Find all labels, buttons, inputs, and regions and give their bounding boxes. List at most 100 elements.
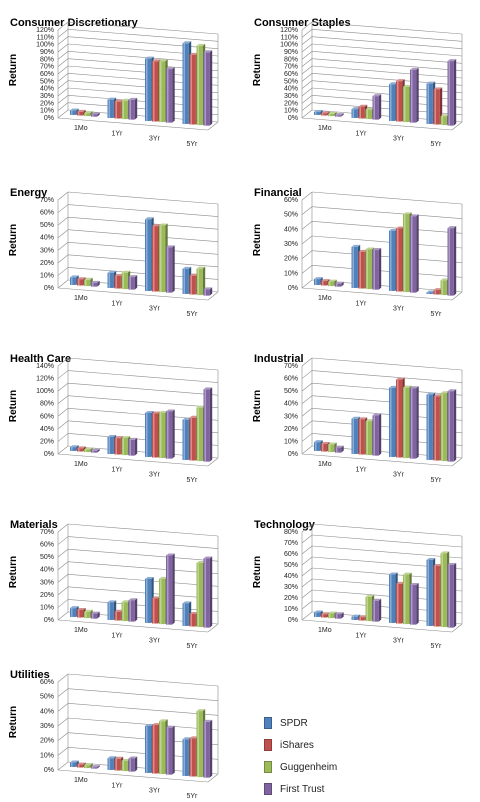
bar-highlight <box>190 613 192 627</box>
bar-spdr-3yr <box>145 219 152 291</box>
gridline <box>67 241 219 255</box>
bar-highlight <box>122 760 124 772</box>
bar-top <box>396 581 405 584</box>
gridline <box>311 191 463 205</box>
y-tick-label: 0% <box>44 285 54 292</box>
gridline-side <box>301 87 313 97</box>
chart-title: Health Care <box>10 353 71 365</box>
x-tick-label: 1Yr <box>356 632 368 639</box>
y-tick-label: 10% <box>40 272 54 279</box>
gridline-side <box>301 36 313 45</box>
bar-guggenheim-1yr <box>365 109 372 120</box>
gridline-side <box>301 357 313 367</box>
bar-top <box>403 84 412 87</box>
y-tick-label: 20% <box>40 100 54 107</box>
bar-top <box>389 82 398 85</box>
bar-top <box>440 278 450 281</box>
y-tick-label: 50% <box>284 562 298 569</box>
x-tick-label: 3Yr <box>149 472 161 479</box>
bar-top <box>128 275 138 278</box>
bar-highlight <box>411 585 413 625</box>
bar-spdr-1yr <box>107 272 114 288</box>
bar-first-trust-1mo <box>91 767 98 769</box>
y-tick-label: 30% <box>284 584 298 591</box>
bar-highlight <box>434 566 436 627</box>
gridline-side <box>301 206 313 215</box>
x-tick-label: 5Yr <box>187 793 199 800</box>
gridline-side <box>57 191 69 201</box>
bar-top <box>328 111 337 114</box>
legend-swatch-spdr <box>264 717 272 729</box>
bar-highlight <box>190 54 192 125</box>
bar-spdr-1yr <box>107 602 114 620</box>
y-tick-label: 0% <box>44 617 54 624</box>
bar-top <box>107 97 117 100</box>
bar-highlight <box>167 411 169 459</box>
gridline <box>311 357 463 371</box>
bar-side <box>378 94 382 120</box>
y-tick-label: 80% <box>40 401 54 408</box>
gridline-side <box>301 221 313 230</box>
bar-highlight <box>204 721 206 778</box>
gridline-side <box>301 445 313 455</box>
bar-side <box>134 598 138 622</box>
gridline <box>67 216 219 230</box>
bar-highlight <box>129 758 131 772</box>
gridline <box>67 548 219 562</box>
bar-ishares-1yr <box>114 275 121 289</box>
bar-top <box>203 50 213 53</box>
gridline <box>67 382 219 396</box>
bar-ishares-5yr <box>189 54 196 125</box>
y-tick-label: 20% <box>284 595 298 602</box>
bar-top <box>396 226 405 229</box>
bar-ishares-5yr <box>189 417 196 461</box>
gridline <box>67 573 219 587</box>
bar-top <box>203 719 213 722</box>
gridline-side <box>57 673 69 683</box>
y-tick-label: 50% <box>284 212 298 219</box>
bar-top <box>189 273 199 276</box>
bar-highlight <box>315 442 317 451</box>
bar-first-trust-1mo <box>335 283 342 287</box>
x-tick-label: 1Mo <box>74 295 88 302</box>
bar-spdr-5yr <box>182 739 189 776</box>
floor-edge-right <box>451 457 463 467</box>
bar-first-trust-1mo <box>91 613 98 619</box>
bar-top <box>447 562 457 565</box>
bar-guggenheim-5yr <box>196 562 203 628</box>
legend-item-guggenheim: Guggenheim <box>264 758 384 776</box>
y-tick-label: 20% <box>40 592 54 599</box>
bar-highlight <box>329 281 331 287</box>
bar-side <box>83 109 86 116</box>
bar-highlight <box>441 393 443 462</box>
bar-ishares-1mo <box>321 443 328 452</box>
x-tick-label: 3Yr <box>393 472 405 479</box>
bar-spdr-5yr <box>426 394 433 460</box>
y-axis-label: Return <box>8 556 19 588</box>
bar-highlight <box>197 407 199 462</box>
bar-highlight <box>146 58 148 121</box>
floor-edge <box>57 117 209 131</box>
bar-spdr-1mo <box>314 612 321 617</box>
bar-highlight <box>390 230 392 291</box>
bar-highlight <box>146 726 148 773</box>
gridline <box>67 36 219 49</box>
bar-top <box>152 596 161 599</box>
y-tick-label: 0% <box>44 115 54 122</box>
bar-top <box>166 725 175 728</box>
chart-materials: Materials 0% 10% 20% 30% 40% 50% 60% 70% Return 1M… <box>8 519 219 650</box>
floor-edge <box>301 619 453 633</box>
gridline-side <box>57 382 69 392</box>
y-tick-label: 90% <box>284 49 298 56</box>
gridline <box>67 21 219 35</box>
bar-top <box>121 600 131 603</box>
bar-top <box>77 109 86 112</box>
bar-first-trust-3yr <box>166 411 173 459</box>
bar-highlight <box>366 596 368 622</box>
gridline-side <box>301 395 313 404</box>
bar-top <box>91 448 100 451</box>
bar-highlight <box>115 758 117 771</box>
gridline-side <box>57 395 69 404</box>
bar-top <box>159 576 168 579</box>
bar-highlight <box>115 275 117 289</box>
